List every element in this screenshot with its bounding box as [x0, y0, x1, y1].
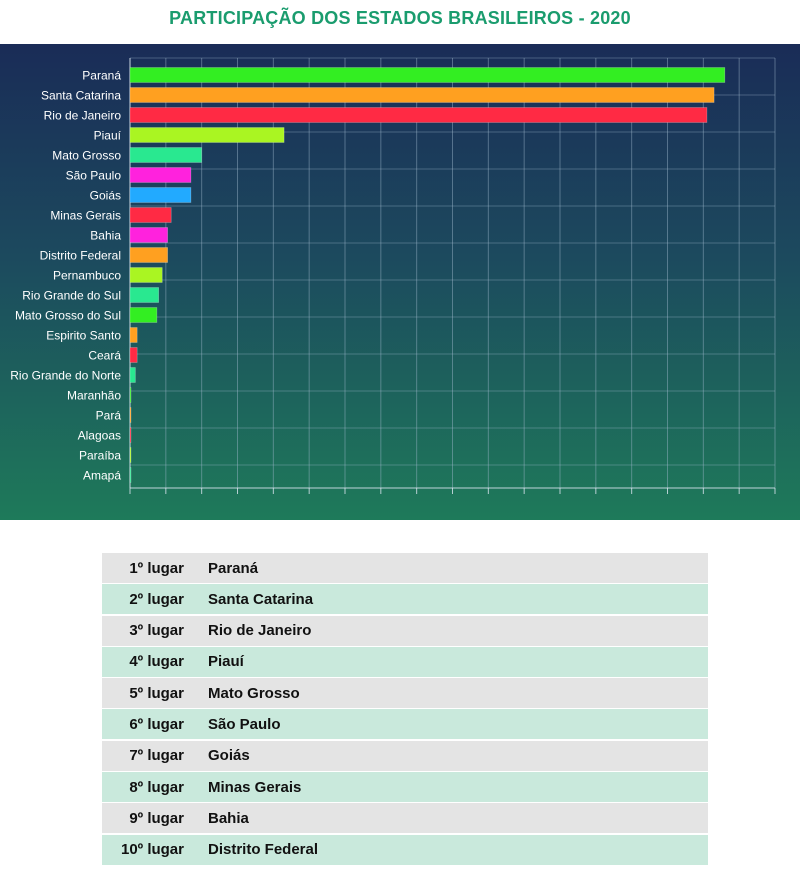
- label-layer: Paraná Santa Catarina Rio de Janeiro Piauí M…: [10, 69, 121, 483]
- rank-label: 6º lugar: [129, 715, 184, 733]
- category-label: Maranhão: [67, 389, 121, 403]
- ranking-row: 1º lugar Paraná: [102, 553, 708, 583]
- bar: [129, 367, 136, 383]
- state-name: Piauí: [208, 653, 244, 671]
- state-name: Santa Catarina: [208, 590, 314, 608]
- rank-label: 10º lugar: [120, 841, 184, 859]
- rank-label: 3º lugar: [129, 622, 184, 640]
- bar: [129, 147, 202, 163]
- bar: [129, 247, 168, 263]
- category-label: Pará: [96, 409, 122, 423]
- bar: [129, 447, 132, 463]
- category-label: Amapá: [83, 469, 121, 483]
- ranking-row: 10º lugar Distrito Federal: [102, 834, 708, 865]
- state-name: Distrito Federal: [208, 841, 319, 859]
- bar: [129, 207, 172, 223]
- state-name: Minas Gerais: [208, 778, 302, 796]
- bar: [129, 187, 192, 203]
- bar-layer: [129, 67, 726, 483]
- rank-label: 4º lugar: [129, 653, 184, 671]
- bar: [129, 467, 132, 483]
- category-label: Minas Gerais: [50, 209, 121, 223]
- category-label: Mato Grosso: [52, 149, 121, 163]
- category-label: Paraíba: [79, 449, 121, 463]
- category-label: Rio Grande do Norte: [10, 369, 121, 383]
- rank-label: 7º lugar: [129, 747, 184, 765]
- bar: [129, 167, 192, 183]
- category-label: Piauí: [94, 129, 122, 143]
- category-label: Ceará: [88, 349, 121, 363]
- ranking-row: 8º lugar Minas Gerais: [102, 772, 708, 803]
- category-label: São Paulo: [66, 169, 122, 183]
- rank-label: 8º lugar: [129, 778, 184, 796]
- bar: [129, 327, 138, 343]
- bar: [129, 127, 285, 143]
- state-name: Goiás: [208, 747, 250, 765]
- ranking-row: 6º lugar São Paulo: [102, 709, 708, 740]
- category-label: Espirito Santo: [46, 329, 121, 343]
- category-label: Pernambuco: [53, 269, 121, 283]
- category-label: Paraná: [82, 69, 121, 83]
- bar: [129, 407, 132, 423]
- bar: [129, 107, 708, 123]
- category-label: Santa Catarina: [41, 89, 121, 103]
- ranking-row: 4º lugar Piauí: [102, 646, 708, 677]
- category-label: Rio de Janeiro: [44, 109, 122, 123]
- state-name: Paraná: [208, 559, 259, 577]
- ranking-row: 2º lugar Santa Catarina: [102, 584, 708, 615]
- state-name: São Paulo: [208, 715, 281, 733]
- category-label: Bahia: [90, 229, 121, 243]
- bar: [129, 307, 158, 323]
- category-label: Mato Grosso do Sul: [15, 309, 121, 323]
- rank-label: 1º lugar: [129, 559, 184, 577]
- rank-label: 9º lugar: [129, 809, 184, 827]
- rank-label: 2º lugar: [129, 590, 184, 608]
- category-label: Rio Grande do Sul: [22, 289, 121, 303]
- ranking-row: 9º lugar Bahia: [102, 803, 708, 834]
- state-name: Rio de Janeiro: [208, 622, 312, 640]
- category-label: Goiás: [90, 189, 121, 203]
- bar-chart: Paraná Santa Catarina Rio de Janeiro Piauí M…: [10, 57, 776, 494]
- rank-label: 5º lugar: [129, 684, 184, 702]
- bar: [129, 67, 726, 83]
- ranking-table: 1º lugar Paraná 2º lugar Santa Catarina …: [102, 553, 708, 866]
- ranking-row: 7º lugar Goiás: [102, 740, 708, 771]
- chart-panel: Paraná Santa Catarina Rio de Janeiro Piauí M…: [0, 44, 800, 520]
- category-label: Distrito Federal: [40, 249, 121, 263]
- state-name: Mato Grosso: [208, 684, 300, 702]
- ranking-row: 5º lugar Mato Grosso: [102, 678, 708, 709]
- chart-title: PARTICIPAÇÃO DOS ESTADOS BRASILEIROS - 2…: [169, 8, 631, 28]
- bar: [129, 427, 132, 443]
- bar: [129, 87, 715, 103]
- bar: [129, 347, 138, 363]
- state-name: Bahia: [208, 809, 249, 827]
- bar: [129, 267, 163, 283]
- bar: [129, 287, 159, 303]
- bar: [129, 387, 132, 403]
- ranking-row: 3º lugar Rio de Janeiro: [102, 615, 708, 646]
- grid-layer: [129, 57, 776, 494]
- category-label: Alagoas: [78, 429, 121, 443]
- bar: [129, 227, 168, 243]
